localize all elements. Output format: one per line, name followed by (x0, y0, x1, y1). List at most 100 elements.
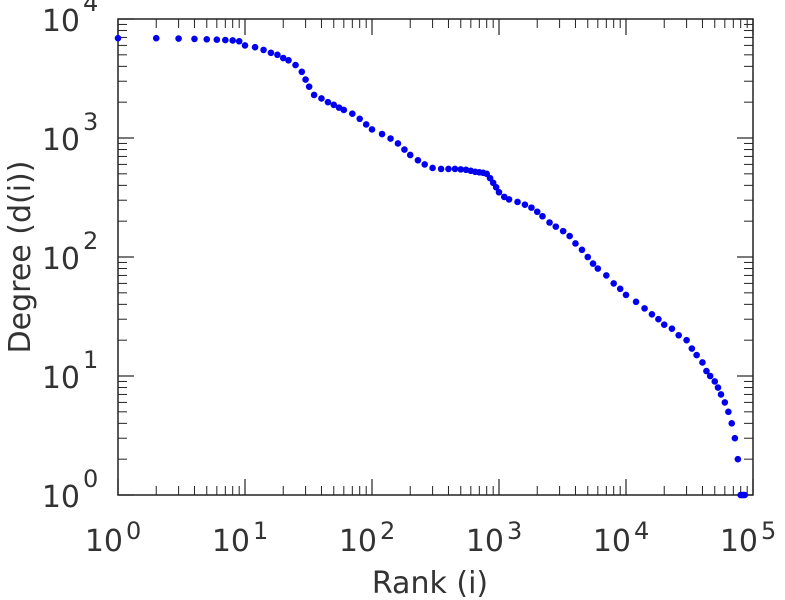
y-tick-exponent: 0 (83, 465, 98, 493)
data-point (414, 156, 422, 164)
data-point (584, 253, 592, 261)
data-point (394, 140, 402, 147)
data-point (688, 345, 696, 352)
y-tick-label: 104 (42, 0, 98, 39)
y-tick-label: 100 (42, 465, 98, 515)
data-point (318, 95, 325, 102)
data-point (267, 49, 275, 57)
data-point (229, 37, 236, 44)
data-point (324, 98, 332, 106)
data-point (641, 305, 648, 312)
data-point (721, 399, 729, 406)
data-point (559, 227, 567, 235)
data-point (552, 223, 560, 230)
y-tick-base: 10 (42, 4, 80, 39)
data-point (305, 83, 313, 90)
data-point (741, 491, 748, 499)
data-point (274, 51, 281, 59)
data-point (406, 151, 414, 159)
y-tick-base: 10 (42, 480, 80, 515)
x-tick-exponent: 2 (380, 517, 395, 545)
data-point (728, 420, 736, 427)
data-point (235, 37, 243, 45)
data-point (356, 115, 363, 123)
data-point (572, 240, 579, 247)
data-point (699, 359, 706, 366)
y-tick-base: 10 (42, 123, 80, 158)
y-tick-label: 102 (42, 227, 98, 277)
data-point (578, 246, 586, 254)
x-tick-exponent: 4 (634, 517, 649, 545)
y-tick-exponent: 2 (83, 227, 98, 255)
data-point (292, 61, 299, 69)
x-tick-label: 10 1 (212, 517, 268, 559)
data-point (717, 391, 725, 398)
x-tick-label: 10 3 (466, 517, 522, 559)
data-point (495, 188, 503, 196)
data-point (203, 36, 211, 43)
data-point (213, 36, 221, 43)
data-point (486, 174, 494, 182)
x-tick-exponent: 1 (253, 517, 268, 545)
data-point (285, 56, 292, 64)
data-point (711, 378, 719, 385)
data-point (603, 272, 610, 279)
x-tick-base: 10 (339, 524, 377, 559)
data-point (387, 135, 394, 142)
data-point (725, 408, 732, 416)
data-point (330, 101, 338, 109)
data-point (451, 165, 459, 173)
x-tick-label: 10 0 (85, 517, 141, 559)
data-point (703, 367, 710, 375)
data-point (521, 201, 529, 209)
y-tick-exponent: 3 (83, 108, 98, 136)
x-tick-base: 10 (466, 524, 504, 559)
x-tick-label: 10 5 (720, 517, 776, 559)
data-point (437, 165, 445, 173)
data-point (648, 311, 656, 318)
data-point (175, 35, 182, 42)
data-point (594, 265, 602, 272)
data-point (514, 198, 521, 206)
data-point (533, 208, 541, 216)
y-tick-label: 103 (42, 108, 98, 158)
data-points (114, 34, 748, 499)
data-point (660, 321, 668, 328)
y-tick-base: 10 (42, 361, 80, 396)
data-point (421, 161, 429, 168)
x-tick-base: 10 (212, 524, 250, 559)
data-point (539, 212, 546, 220)
x-axis-label: Rank (i) (372, 566, 488, 600)
x-tick-label: 10 2 (339, 517, 395, 559)
data-point (675, 331, 682, 339)
data-point (401, 146, 408, 153)
x-tick-exponent: 3 (507, 517, 522, 545)
x-tick-base: 10 (85, 524, 123, 559)
data-point (152, 34, 160, 42)
y-tick-exponent: 4 (83, 0, 98, 17)
data-point (610, 280, 617, 287)
x-tick-exponent: 5 (761, 517, 776, 545)
data-point (668, 325, 676, 332)
data-point (731, 434, 739, 442)
data-point (191, 35, 198, 43)
data-point (349, 110, 356, 118)
data-point (222, 36, 229, 44)
data-point (546, 219, 553, 226)
data-point (251, 43, 259, 51)
data-point (378, 130, 386, 138)
data-point (457, 166, 465, 173)
data-point (302, 76, 309, 83)
data-point (445, 165, 452, 173)
x-tick-label: 10 4 (593, 517, 649, 559)
y-tick-base: 10 (42, 242, 80, 277)
x-tick-exponent: 0 (126, 517, 141, 545)
data-point (589, 260, 597, 267)
data-point (622, 291, 630, 299)
data-point (368, 126, 376, 133)
data-point (114, 34, 122, 42)
data-point (616, 285, 624, 293)
